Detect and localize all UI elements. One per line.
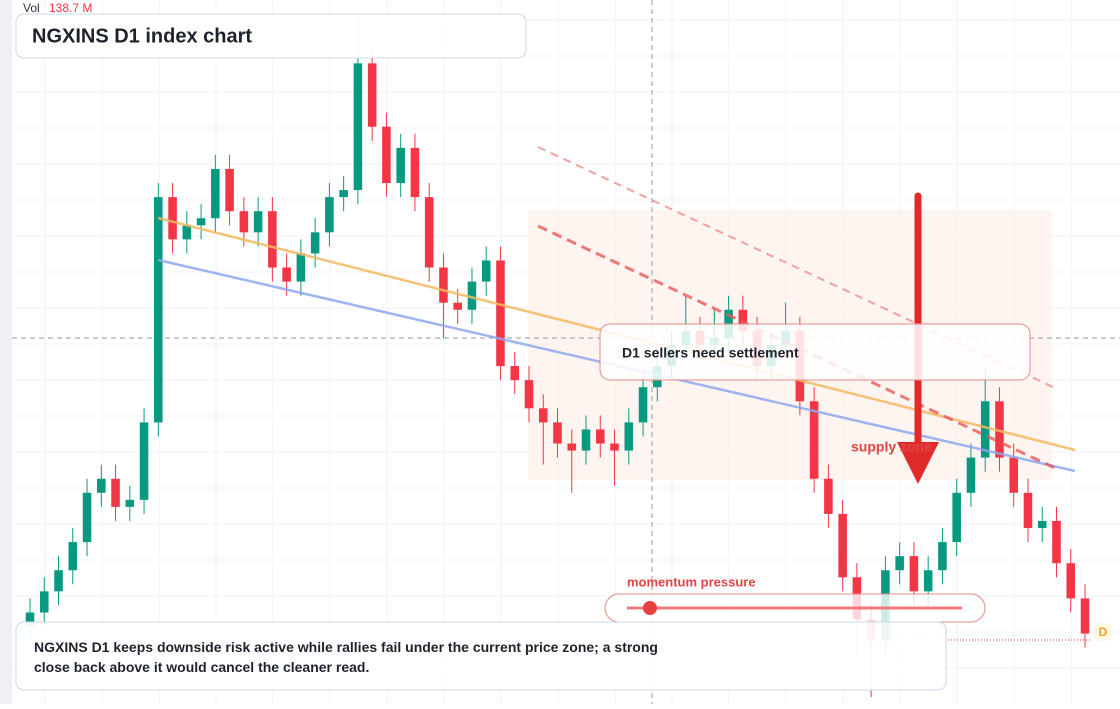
candle-body	[838, 513, 847, 578]
candle-body	[496, 260, 505, 367]
candle-body	[239, 211, 249, 233]
candle-body	[225, 168, 234, 212]
candle-body	[1080, 598, 1090, 634]
candle-body	[211, 168, 220, 219]
arrow-head	[897, 442, 939, 484]
candle-body	[824, 478, 833, 514]
candle-body	[1037, 520, 1047, 528]
candle-body	[111, 478, 120, 507]
candle-body	[168, 197, 177, 240]
candle-body	[182, 225, 192, 240]
candle-body	[467, 281, 477, 310]
candle-body	[453, 302, 462, 310]
candle-body	[439, 267, 448, 303]
candle-body	[1009, 457, 1018, 493]
candle-body	[980, 401, 990, 458]
candle-body	[524, 380, 534, 409]
candle-body	[895, 556, 904, 571]
candle-body	[538, 408, 548, 423]
candle-body	[966, 457, 976, 493]
side-strip	[0, 0, 12, 704]
title-box	[15, 13, 527, 59]
candle-body	[909, 556, 919, 592]
candle-body	[567, 443, 577, 451]
note-box	[15, 621, 947, 691]
candle-body	[581, 429, 591, 451]
candle-body	[296, 253, 306, 282]
candle-body	[510, 366, 520, 381]
slider-label: momentum pressure	[627, 574, 756, 589]
candle-body	[995, 401, 1004, 458]
candle-body	[139, 422, 149, 500]
candle-body	[54, 570, 63, 592]
candle-body	[39, 591, 49, 613]
candle-body	[253, 211, 263, 233]
badge-bg	[1093, 622, 1113, 642]
candle-body	[325, 197, 334, 233]
chart-title: NGXINS D1 index chart	[32, 25, 252, 47]
dashed-line	[537, 146, 1056, 389]
candle-body	[339, 190, 348, 198]
candle-body	[353, 63, 363, 191]
candle-body	[1023, 492, 1033, 528]
note-text: NGXINS D1 keeps downside risk active whi…	[34, 639, 658, 675]
zone-label: supply zone	[851, 439, 932, 455]
candle-body	[809, 401, 819, 479]
candle-body	[595, 429, 605, 444]
vol-value: 138.7 M	[49, 1, 92, 15]
candle-body	[196, 218, 206, 226]
candle-body	[938, 542, 947, 571]
annotation-text: D1 sellers need settlement	[622, 345, 799, 361]
candle-body	[82, 492, 92, 543]
candle-body	[154, 197, 163, 423]
candle-body	[396, 147, 405, 184]
candle-body	[638, 387, 648, 423]
candle-body	[97, 478, 106, 493]
candle-body	[952, 492, 961, 543]
badge: D	[1099, 625, 1108, 639]
candle-body	[410, 147, 420, 198]
candle-body	[382, 126, 391, 184]
candle-body	[481, 260, 491, 282]
slider-knob	[643, 601, 657, 615]
candle-body	[25, 612, 35, 627]
annotation-box	[599, 323, 1031, 381]
vol-label: Vol	[23, 1, 40, 15]
candle-body	[125, 499, 135, 507]
candle-body	[1066, 563, 1076, 599]
candle-body	[68, 542, 78, 571]
candle-body	[367, 63, 377, 127]
candle-body	[553, 422, 562, 444]
candle-body	[923, 570, 933, 592]
candle-body	[282, 267, 291, 282]
candle-body	[624, 422, 634, 451]
candle-body	[268, 211, 277, 268]
candle-body	[1052, 520, 1061, 564]
candle-body	[610, 443, 619, 451]
note-wrap: NGXINS D1 keeps downside risk active whi…	[34, 639, 658, 675]
candle-body	[424, 197, 434, 268]
candle-body	[310, 232, 320, 254]
